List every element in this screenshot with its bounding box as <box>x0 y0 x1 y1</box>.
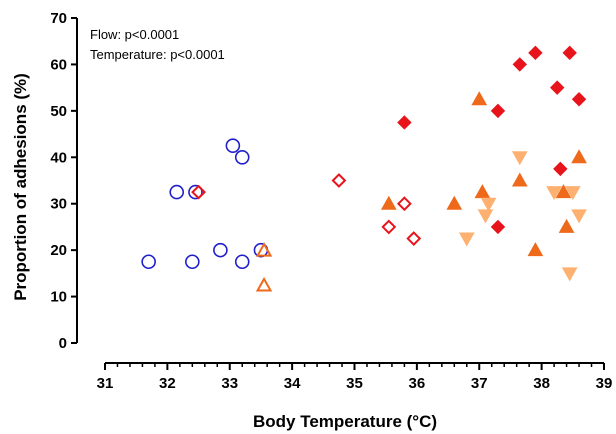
data-point-circle-open <box>234 254 250 270</box>
x-tick-label: 31 <box>97 375 114 392</box>
data-point-diamond-filled <box>490 219 506 235</box>
data-point-triangle-up-filled <box>571 149 587 164</box>
data-point-triangle-down-filled <box>477 209 494 224</box>
data-point-diamond-open <box>406 231 422 246</box>
y-tick-label: 10 <box>50 289 67 306</box>
data-point-diamond-filled <box>512 57 528 72</box>
data-point-diamond-filled <box>550 80 565 95</box>
x-tick-label: 39 <box>596 375 613 392</box>
data-point-triangle-down-filled <box>458 232 475 247</box>
y-tick-label: 70 <box>50 10 67 27</box>
data-point-triangle-up-open <box>255 242 273 257</box>
x-tick-label: 32 <box>159 375 176 392</box>
y-tick-label: 0 <box>59 335 67 352</box>
ticks: 0 10 20 30 40 50 60 70 31 32 33 34 35 36 37 38 39 <box>50 10 612 392</box>
data-point-diamond-open <box>331 173 347 188</box>
x-tick-label: 36 <box>409 375 426 392</box>
data-point-triangle-up-filled <box>511 172 528 187</box>
data-point-triangle-up-open <box>255 276 273 292</box>
y-axis-title: Proportion of adhesions (%) <box>11 73 30 301</box>
y-tick-label: 20 <box>50 242 67 259</box>
data-point-triangle-down-filled <box>571 209 587 224</box>
x-tick-label: 37 <box>471 375 488 392</box>
annotation-flow-p-value: Flow: p<0.0001 <box>90 27 179 42</box>
data-point-triangle-down-filled <box>564 186 581 201</box>
data-point-circle-open <box>141 254 156 270</box>
data-point-diamond-filled <box>490 103 506 119</box>
data-point-circle-open <box>234 149 250 165</box>
data-point-triangle-up-filled <box>380 195 397 210</box>
data-point-circle-open <box>185 254 200 270</box>
data-point-circle-open <box>225 138 241 153</box>
data-point-diamond-filled <box>553 161 568 177</box>
data-point-triangle-up-filled <box>555 184 572 199</box>
data-point-triangle-up-filled <box>527 242 544 257</box>
data-point-triangle-up-filled <box>471 91 488 106</box>
axes <box>76 18 604 364</box>
data-point-circle-open <box>188 184 203 200</box>
data-point-triangle-up-filled <box>474 184 491 199</box>
data-point-circle-open <box>169 184 185 200</box>
annotation-temperature-p-value: Temperature: p<0.0001 <box>90 47 225 62</box>
y-tick-label: 50 <box>50 103 67 120</box>
data-point-diamond-open <box>396 196 412 212</box>
data-point-triangle-down-filled <box>480 197 497 212</box>
x-axis-title: Body Temperature (°C) <box>253 412 437 431</box>
y-tick-label: 40 <box>50 149 67 166</box>
data-point-diamond-filled <box>562 45 577 61</box>
data-point-diamond-open <box>191 184 206 200</box>
x-tick-label: 35 <box>346 375 363 392</box>
x-tick-label: 33 <box>221 375 238 392</box>
data-point-diamond-filled <box>571 92 587 107</box>
y-tick-label: 30 <box>50 196 67 213</box>
data-point-triangle-down-filled <box>511 151 528 166</box>
y-tick-label: 60 <box>50 56 67 73</box>
data-point-diamond-filled <box>528 45 543 61</box>
x-tick-label: 34 <box>284 375 301 392</box>
data-point-triangle-up-filled <box>446 195 463 210</box>
data-point-triangle-down-filled <box>561 267 578 282</box>
data-point-triangle-up-filled <box>558 218 575 233</box>
x-tick-label: 38 <box>533 375 550 392</box>
data-point-diamond-filled <box>397 115 412 130</box>
data-markers <box>141 45 587 292</box>
data-point-circle-open <box>213 242 228 258</box>
data-point-diamond-open <box>381 219 397 235</box>
data-point-triangle-down-filled <box>546 186 562 201</box>
